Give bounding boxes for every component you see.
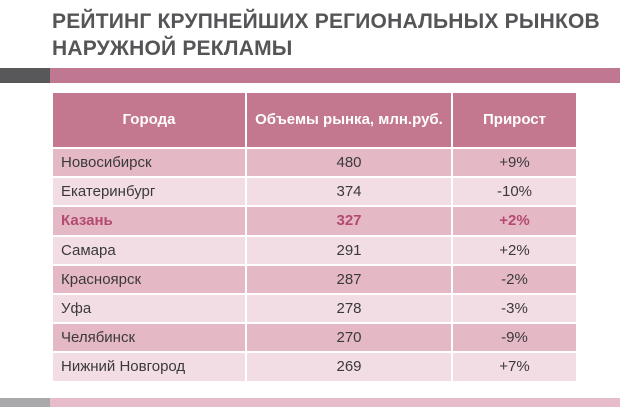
growth-cell: +2% (451, 234, 578, 266)
city-cell: Красноярск (51, 263, 247, 295)
column-header-growth: Прирост (451, 91, 578, 149)
table-row: Самара 291 +2% (51, 234, 578, 266)
header-accent-bar-pink (50, 68, 620, 83)
city-cell: Екатеринбург (51, 176, 247, 208)
table-row: Красноярск 287 -2% (51, 263, 578, 295)
table-row-highlighted: Казань 327 +2% (51, 205, 578, 237)
city-cell: Казань (51, 205, 247, 237)
volume-cell: 270 (245, 322, 453, 354)
volume-cell: 480 (245, 146, 453, 179)
city-cell: Самара (51, 234, 247, 266)
city-cell: Уфа (51, 292, 247, 325)
growth-cell: -9% (451, 322, 578, 354)
table-row: Уфа 278 -3% (51, 292, 578, 325)
table-row: Нижний Новгород 269 +7% (51, 351, 578, 383)
volume-cell: 278 (245, 292, 453, 325)
volume-cell: 291 (245, 234, 453, 266)
volume-cell: 327 (245, 205, 453, 237)
footer-accent-bar-pink (50, 398, 620, 407)
growth-cell: -2% (451, 263, 578, 295)
city-cell: Новосибирск (51, 146, 247, 179)
column-header-city: Города (51, 91, 247, 149)
growth-cell: +9% (451, 146, 578, 179)
footer-accent-bar-gray (0, 398, 50, 407)
growth-cell: -10% (451, 176, 578, 208)
growth-cell: +7% (451, 351, 578, 383)
table-header-row: Города Объемы рынка, млн.руб. Прирост (51, 91, 578, 149)
table-row: Новосибирск 480 +9% (51, 146, 578, 179)
city-cell: Нижний Новгород (51, 351, 247, 383)
growth-cell: -3% (451, 292, 578, 325)
city-cell: Челябинск (51, 322, 247, 354)
header-accent-bar-dark (0, 68, 50, 83)
volume-cell: 374 (245, 176, 453, 208)
volume-cell: 287 (245, 263, 453, 295)
page-title: РЕЙТИНГ КРУПНЕЙШИХ РЕГИОНАЛЬНЫХ РЫНКОВ Н… (52, 10, 600, 60)
volume-cell: 269 (245, 351, 453, 383)
market-table: Города Объемы рынка, млн.руб. Прирост Но… (51, 91, 578, 383)
table-row: Екатеринбург 374 -10% (51, 176, 578, 208)
growth-cell: +2% (451, 205, 578, 237)
table-row: Челябинск 270 -9% (51, 322, 578, 354)
column-header-volume: Объемы рынка, млн.руб. (245, 91, 453, 149)
